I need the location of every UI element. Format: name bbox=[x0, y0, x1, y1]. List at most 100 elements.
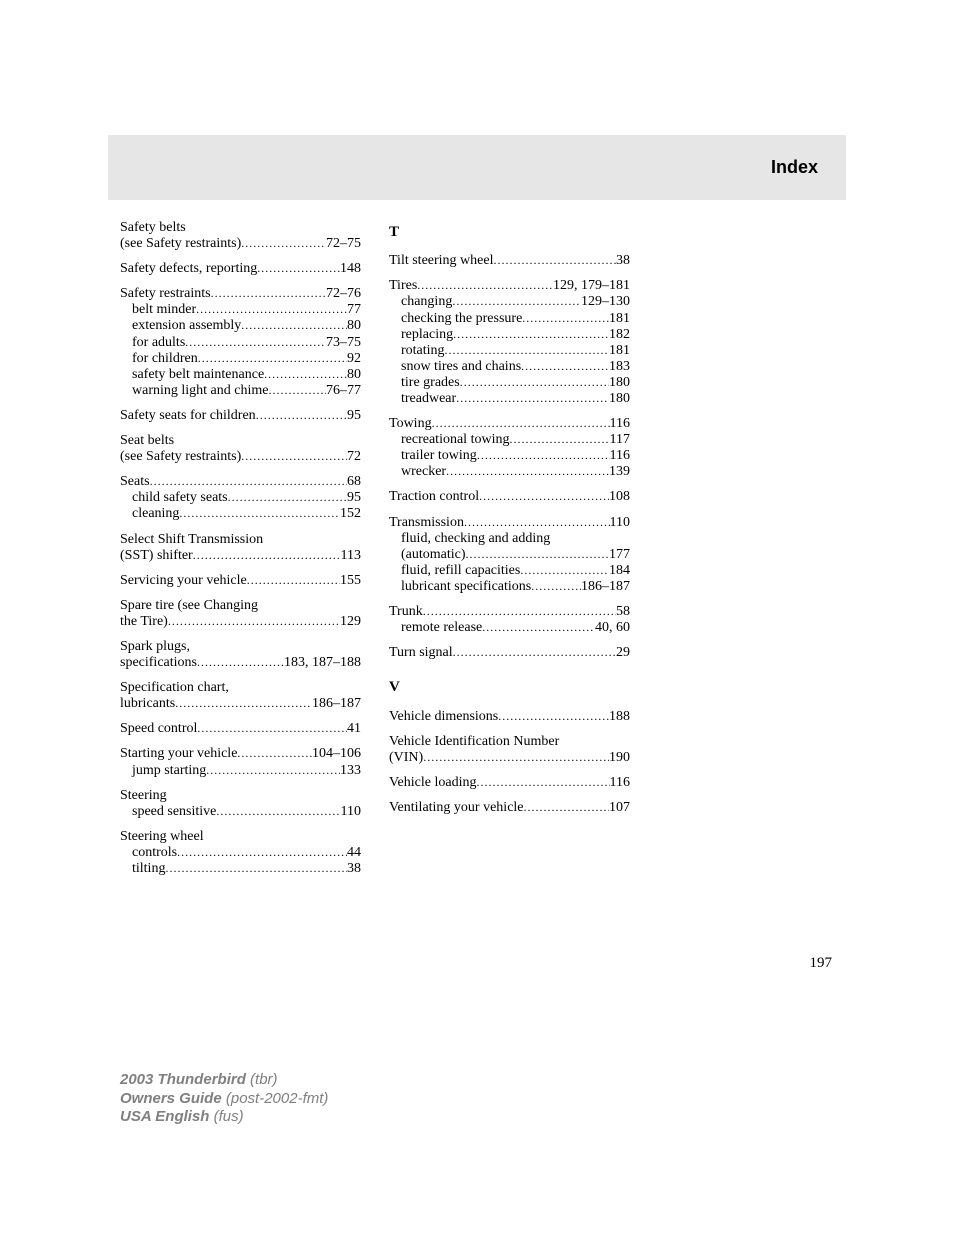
section-letter-v: V bbox=[389, 679, 630, 696]
index-sublabel: warning light and chime bbox=[132, 383, 268, 399]
index-page: 183, 187–188 bbox=[284, 655, 361, 671]
index-entry: Trunk58remote release40, 60 bbox=[389, 604, 630, 636]
index-entry: Vehicle dimensions188 bbox=[389, 709, 630, 725]
index-page: 110 bbox=[341, 804, 361, 820]
index-subline: specifications183, 187–188 bbox=[120, 655, 361, 671]
index-subline: replacing 182 bbox=[389, 327, 630, 343]
index-page: 180 bbox=[609, 375, 630, 391]
index-page: 29 bbox=[616, 645, 630, 661]
leader-dots bbox=[241, 237, 326, 251]
index-sublabel: rotating bbox=[401, 343, 445, 359]
index-page: 72–75 bbox=[326, 236, 361, 252]
leader-dots bbox=[460, 376, 609, 390]
index-entry: Tires129, 179–181changing129–130checking… bbox=[389, 278, 630, 407]
footer-line-2: Owners Guide (post-2002-fmt) bbox=[120, 1090, 328, 1109]
index-sublabel: for children bbox=[132, 351, 198, 367]
index-sublabel: checking the pressure bbox=[401, 311, 522, 327]
index-entry: Turn signal29 bbox=[389, 645, 630, 661]
index-page: 58 bbox=[616, 604, 630, 620]
index-subline: safety belt maintenance80 bbox=[120, 367, 361, 383]
index-subline: fluid, refill capacities184 bbox=[389, 563, 630, 579]
index-page: 44 bbox=[347, 845, 361, 861]
index-sublabel: lubricants bbox=[120, 696, 175, 712]
index-subline: recreational towing117 bbox=[389, 432, 630, 448]
leader-dots bbox=[247, 574, 340, 588]
index-entry: Starting your vehicle104–106jump startin… bbox=[120, 746, 361, 778]
index-page: 40, 60 bbox=[595, 620, 630, 636]
index-page: 182 bbox=[609, 327, 630, 343]
index-label: Steering bbox=[120, 788, 167, 804]
index-label: Spare tire (see Changing bbox=[120, 598, 258, 614]
index-line: Towing 116 bbox=[389, 416, 630, 432]
index-label: Trunk bbox=[389, 604, 423, 620]
index-sublabel: tilting bbox=[132, 861, 165, 877]
index-line: Specification chart, bbox=[120, 680, 361, 696]
index-subline: controls44 bbox=[120, 845, 361, 861]
leader-dots bbox=[196, 303, 347, 317]
index-page: 184 bbox=[609, 563, 630, 579]
index-line: Seats68 bbox=[120, 474, 361, 490]
index-subline: wrecker139 bbox=[389, 464, 630, 480]
index-entry: Safety restraints72–76belt minder77exten… bbox=[120, 286, 361, 399]
index-page: 117 bbox=[610, 432, 630, 448]
index-line: Servicing your vehicle155 bbox=[120, 573, 361, 589]
leader-dots bbox=[264, 368, 347, 382]
leader-dots bbox=[493, 254, 616, 268]
index-page: 80 bbox=[347, 318, 361, 334]
page-title: Index bbox=[771, 157, 818, 178]
index-label: Speed control bbox=[120, 721, 197, 737]
leader-dots bbox=[241, 319, 347, 333]
index-subline: for adults73–75 bbox=[120, 335, 361, 351]
index-subline: extension assembly80 bbox=[120, 318, 361, 334]
index-line: Spare tire (see Changing bbox=[120, 598, 361, 614]
footer-model: 2003 Thunderbird bbox=[120, 1071, 250, 1088]
index-line: Steering bbox=[120, 788, 361, 804]
index-page: 116 bbox=[610, 416, 630, 432]
footer-line-3: USA English (fus) bbox=[120, 1108, 328, 1127]
leader-dots bbox=[216, 805, 340, 819]
leader-dots bbox=[453, 646, 616, 660]
header-bar: Index bbox=[108, 135, 846, 200]
leader-dots bbox=[417, 279, 553, 293]
index-label: Towing bbox=[389, 416, 432, 432]
index-label: Safety belts bbox=[120, 220, 186, 236]
leader-dots bbox=[477, 449, 610, 463]
index-page: 92 bbox=[347, 351, 361, 367]
leader-dots bbox=[476, 776, 609, 790]
index-subline: checking the pressure181 bbox=[389, 311, 630, 327]
index-entry: Spare tire (see Changingthe Tire)129 bbox=[120, 598, 361, 630]
leader-dots bbox=[509, 433, 609, 447]
index-page: 108 bbox=[609, 489, 630, 505]
footer: 2003 Thunderbird (tbr) Owners Guide (pos… bbox=[120, 1071, 328, 1127]
index-line: Tires129, 179–181 bbox=[389, 278, 630, 294]
index-sublabel: speed sensitive bbox=[132, 804, 216, 820]
index-page: 129, 179–181 bbox=[553, 278, 630, 294]
index-page: 72–76 bbox=[326, 286, 361, 302]
index-sublabel: replacing bbox=[401, 327, 453, 343]
index-page: 188 bbox=[609, 709, 630, 725]
index-column-right: TTilt steering wheel38Tires129, 179–181c… bbox=[389, 220, 630, 886]
index-entry: Ventilating your vehicle107 bbox=[389, 800, 630, 816]
footer-model-code: (tbr) bbox=[250, 1071, 278, 1088]
leader-dots bbox=[482, 621, 595, 635]
index-page: 107 bbox=[609, 800, 630, 816]
index-sublabel: (see Safety restraints) bbox=[120, 449, 241, 465]
index-page: 148 bbox=[340, 261, 361, 277]
leader-dots bbox=[197, 656, 284, 670]
index-label: Spark plugs, bbox=[120, 639, 190, 655]
index-entry: Servicing your vehicle155 bbox=[120, 573, 361, 589]
index-sublabel: the Tire) bbox=[120, 614, 168, 630]
page-number: 197 bbox=[810, 955, 833, 972]
index-page: 95 bbox=[347, 490, 361, 506]
index-label: Seat belts bbox=[120, 433, 174, 449]
index-subline: trailer towing116 bbox=[389, 448, 630, 464]
index-subline: warning light and chime76–77 bbox=[120, 383, 361, 399]
index-sublabel: trailer towing bbox=[401, 448, 477, 464]
index-subline: treadwear180 bbox=[389, 391, 630, 407]
index-entry: Tilt steering wheel38 bbox=[389, 253, 630, 269]
index-entry: Towing 116recreational towing117trailer t… bbox=[389, 416, 630, 480]
index-line: Speed control41 bbox=[120, 721, 361, 737]
index-line: Tilt steering wheel38 bbox=[389, 253, 630, 269]
index-page: 190 bbox=[609, 750, 630, 766]
index-sublabel: safety belt maintenance bbox=[132, 367, 264, 383]
